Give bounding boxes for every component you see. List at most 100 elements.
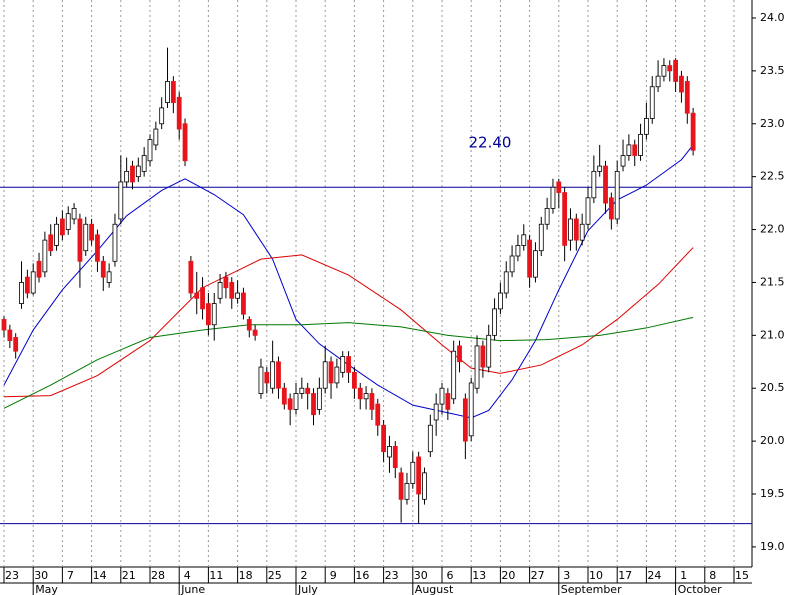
month-label: July [297,583,318,595]
x-tick-label: 21 [122,569,136,582]
x-tick-label: 1 [680,569,687,582]
candle-body [404,483,410,500]
candle-body [357,387,363,400]
candle-body [328,361,334,384]
candle-body [585,197,591,225]
candle-body [159,107,165,125]
moving-average-line [3,247,694,398]
candle-body [141,155,147,172]
x-tick-label: 7 [67,569,74,582]
candle-body [638,133,643,156]
x-tick-label: 4 [184,569,191,582]
candle-body [497,292,503,310]
candle-body [311,393,316,416]
candle-body [457,345,462,363]
candle-body [480,345,486,368]
candle-body [351,371,357,389]
moving-average-line [3,316,694,409]
candle-body [410,461,416,484]
x-tick-label: 18 [239,569,253,582]
candle-body [54,223,59,246]
candle-body [334,366,340,384]
candle-body [182,123,188,162]
candle-body [252,329,258,336]
candle-body [258,366,264,394]
candle-body [597,165,603,172]
candle-body [170,81,176,104]
candle-body [492,308,497,336]
candle-body [153,128,159,146]
candle-body [603,165,608,204]
candle-body [679,75,684,93]
y-tick-label: 21.5 [760,275,785,288]
candle-body [60,218,65,236]
candle-body [509,255,515,273]
x-tick-label: 15 [735,569,749,582]
candle-body [7,329,13,342]
candle-body [229,282,235,299]
candle-body [503,271,509,294]
candle-body [112,223,118,262]
x-tick-label: 27 [531,569,545,582]
x-tick-label: 8 [709,569,716,582]
candle-body [316,387,322,410]
candle-body [556,181,562,193]
y-tick-label: 22.0 [760,223,785,236]
candle-body [100,260,106,278]
x-tick-label: 11 [209,569,223,582]
x-tick-label: 9 [330,569,337,582]
x-tick-label: 24 [647,569,661,582]
candle-body [608,197,614,220]
candle-body [305,387,311,394]
y-tick-label: 24.0 [760,11,785,24]
candle-body [299,387,305,394]
x-tick-label: 30 [414,569,428,582]
month-label: August [415,583,454,595]
month-label: October [678,583,722,595]
candle-body [568,218,573,241]
candle-body [281,387,287,405]
y-tick-label: 22.5 [760,170,785,183]
candle-body [375,403,381,426]
candle-body [451,350,457,400]
candle-body [445,393,451,410]
candle-body [135,165,141,178]
candle-body [427,424,433,453]
candle-body [626,144,632,156]
x-tick-label: 30 [34,569,48,582]
x-tick-label: 10 [589,569,603,582]
candle-body [223,276,229,289]
candle-body [573,218,579,241]
y-tick-label: 23.5 [760,64,785,77]
candle-body [293,393,299,410]
candle-body [346,356,351,373]
candle-body [30,271,36,294]
candle-body [533,250,538,278]
candle-body [19,282,24,304]
y-tick-label: 20.5 [760,381,785,394]
candle-body [690,112,696,151]
x-tick-label: 20 [501,569,515,582]
candle-body [235,292,241,299]
x-tick-label: 3 [563,569,570,582]
candle-body [649,86,655,119]
candle-body [562,192,568,246]
candle-body [387,446,392,458]
month-label: May [35,583,58,595]
candle-body [655,75,661,88]
candle-body [550,186,556,209]
candle-body [48,234,54,252]
candle-body [398,472,404,500]
y-tick-label: 20.0 [760,434,785,447]
candle-body [42,239,48,273]
line-label: 22.40 [469,134,512,152]
candle-body [369,393,375,410]
candle-body [205,303,211,326]
candle-body [322,361,328,389]
x-tick-label: 6 [447,569,454,582]
month-label: June [180,583,205,595]
candle-body [468,382,474,437]
candle-body [124,170,130,183]
candle-body [176,96,182,130]
candle-body [147,139,153,162]
